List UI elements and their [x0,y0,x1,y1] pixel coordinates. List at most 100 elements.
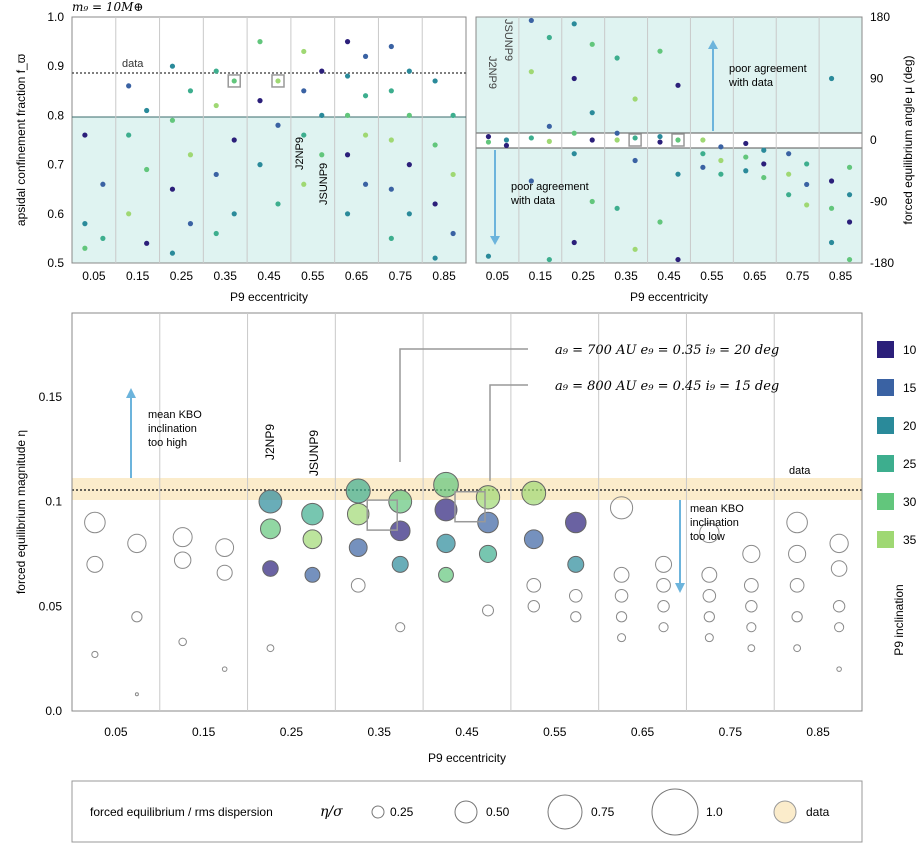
data-point [704,633,714,643]
data-point [786,171,792,177]
data-point [388,43,394,50]
y-tick-label: 0 [870,133,877,147]
y-tick-label: 90 [870,72,884,86]
callout-1-leader [399,348,528,462]
data-point [231,137,237,143]
colorbar-label: 30 [903,495,917,509]
data-point [362,181,369,187]
data-point [221,666,228,672]
x-tick-label: 0.55 [301,269,325,283]
data-point [478,544,498,563]
data-point [126,211,132,217]
panel-c-x-axis-label: P9 eccentricity [428,751,506,765]
data-point [260,518,281,540]
panel-a-grid [115,17,423,263]
data-point [100,235,106,241]
data-point [82,245,88,251]
x-tick-label: 0.75 [389,269,413,283]
panel-c-note-high-1: mean KBO [148,409,202,421]
size-legend-data-label: data [806,805,830,819]
panel-a-points [82,39,456,261]
data-point [433,471,459,498]
data-point [743,154,749,160]
data-point [178,637,187,647]
data-point [231,211,237,217]
data-point [301,132,307,138]
data-point [528,69,534,75]
colorbar-label: 10 [903,343,917,357]
data-point [262,560,279,577]
data-point [701,566,718,583]
data-point [656,577,671,593]
panel-c-x-ticks: 0.05 0.15 0.25 0.35 0.45 0.55 0.65 0.75 0.85 [104,725,830,739]
highlight-box [366,499,398,531]
x-tick-label: 0.15 [529,269,553,283]
data-point [571,75,577,82]
data-point [388,137,394,143]
panel-a-confinement: data J2NP9 JSUNP9 0.05 0.15 0.25 0.35 0.45 0.… [14,10,467,304]
data-point [632,246,638,252]
y-tick-label: -90 [870,195,888,209]
data-point [571,21,577,27]
y-tick-label: 0.7 [47,158,64,172]
data-point [432,255,438,261]
data-point [746,622,757,633]
data-point [213,171,219,178]
data-point [406,162,412,168]
panel-a-y-ticks: 0.5 0.6 0.7 0.8 0.9 1.0 [47,10,64,270]
data-point [546,123,552,129]
data-point [789,577,805,593]
data-point [406,112,412,118]
data-point [213,68,219,74]
data-point [804,181,810,188]
highlight-box [671,133,685,147]
panel-c-arrow-low-head [675,583,685,593]
panel-b-points [485,17,853,263]
x-tick-label: 0.25 [280,725,304,739]
data-point [257,39,263,45]
data-point [257,162,263,168]
data-point [761,147,767,153]
data-point [613,566,630,583]
panel-c-label-j2np9: J2NP9 [263,424,277,460]
data-point [614,137,620,143]
data-point [187,221,194,227]
x-tick-label: 0.45 [455,725,479,739]
data-point [301,48,307,55]
x-tick-label: 0.15 [192,725,216,739]
x-tick-label: 0.65 [631,725,655,739]
data-point [432,142,438,148]
data-point [846,192,853,198]
data-point [846,256,853,263]
data-point [761,174,767,181]
data-point [126,83,132,89]
data-point [791,611,803,623]
data-point [546,138,552,144]
callout-2-leader [489,384,528,481]
data-point [745,600,758,613]
y-tick-label: 180 [870,10,890,24]
data-point [761,161,767,167]
data-point [319,112,325,118]
data-point [450,112,456,118]
data-point [747,644,756,653]
data-point [144,166,150,173]
data-point [388,235,394,241]
x-tick-label: 0.05 [104,725,128,739]
data-point [482,604,494,617]
data-point [699,522,720,544]
data-point [348,538,368,558]
data-point [830,560,848,577]
data-point [570,611,582,623]
highlight-box [271,74,285,88]
data-point [485,139,492,145]
panel-c-points [84,471,849,697]
panel-b-x-axis-label: P9 eccentricity [630,290,708,304]
data-point [589,110,595,116]
data-point [836,666,842,672]
panel-b-x-ticks: 0.05 0.15 0.25 0.35 0.45 0.55 0.65 0.75 0.85 [486,269,853,283]
data-point [675,256,681,263]
data-point [144,240,150,246]
y-tick-label: 0.05 [39,599,63,613]
data-point [477,511,499,534]
